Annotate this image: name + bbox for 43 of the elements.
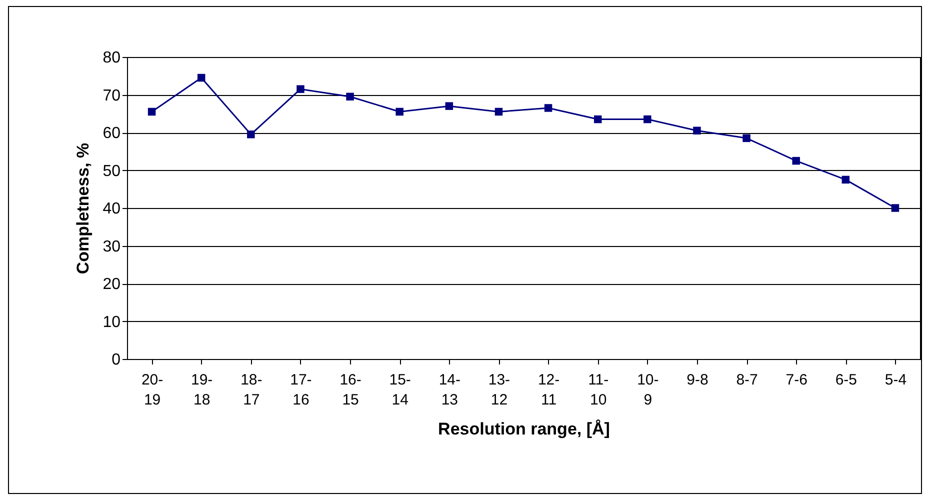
x-tick-label: 20-19 <box>141 372 164 408</box>
point <box>693 126 701 134</box>
y-tick-label: 80 <box>102 50 121 66</box>
point <box>396 108 404 116</box>
y-tick-label: 70 <box>102 87 121 104</box>
y-tick-label: 50 <box>102 162 121 180</box>
point <box>494 108 503 116</box>
point <box>247 130 255 138</box>
point <box>891 204 900 212</box>
x-tick-label: 16-15 <box>340 372 362 408</box>
point <box>544 104 552 112</box>
x-tick-label: 10-9 <box>637 372 659 408</box>
x-tick-label: 11-10 <box>588 372 609 408</box>
point <box>842 176 850 184</box>
x-tick-label: 14-13 <box>438 372 460 408</box>
y-tick-label: 60 <box>102 125 121 142</box>
x-tick-label: 9-8 <box>686 372 708 388</box>
point <box>148 108 156 116</box>
point <box>792 156 800 165</box>
x-tick-label: 15-14 <box>389 372 411 408</box>
point <box>594 115 602 124</box>
x-tick-label: 12-11 <box>538 372 560 408</box>
point <box>296 85 304 93</box>
y-tick-label: 40 <box>102 200 121 218</box>
y-tick-label: 0 <box>112 352 121 368</box>
y-tick-label: 30 <box>102 238 121 256</box>
x-tick-label: 18-17 <box>240 372 262 408</box>
x-tick-label: 13-12 <box>488 372 510 408</box>
x-tick-label: 19-18 <box>191 372 213 408</box>
point <box>644 115 652 124</box>
y-axis-title: Completness, % <box>74 142 93 274</box>
x-axis-title: Resolution range, [Å] <box>438 420 610 438</box>
point <box>346 92 354 101</box>
point <box>197 74 206 82</box>
x-tick-label: 5-4 <box>884 372 907 388</box>
y-tick-label: 20 <box>102 276 121 293</box>
x-tick-label: 6-5 <box>835 372 857 388</box>
y-tick-label: 10 <box>102 314 121 331</box>
x-tick-label: 17-16 <box>290 372 312 408</box>
point <box>445 102 454 110</box>
x-tick-label: 8-7 <box>736 372 758 388</box>
point <box>742 134 750 142</box>
x-tick-label: 7-6 <box>786 372 808 388</box>
